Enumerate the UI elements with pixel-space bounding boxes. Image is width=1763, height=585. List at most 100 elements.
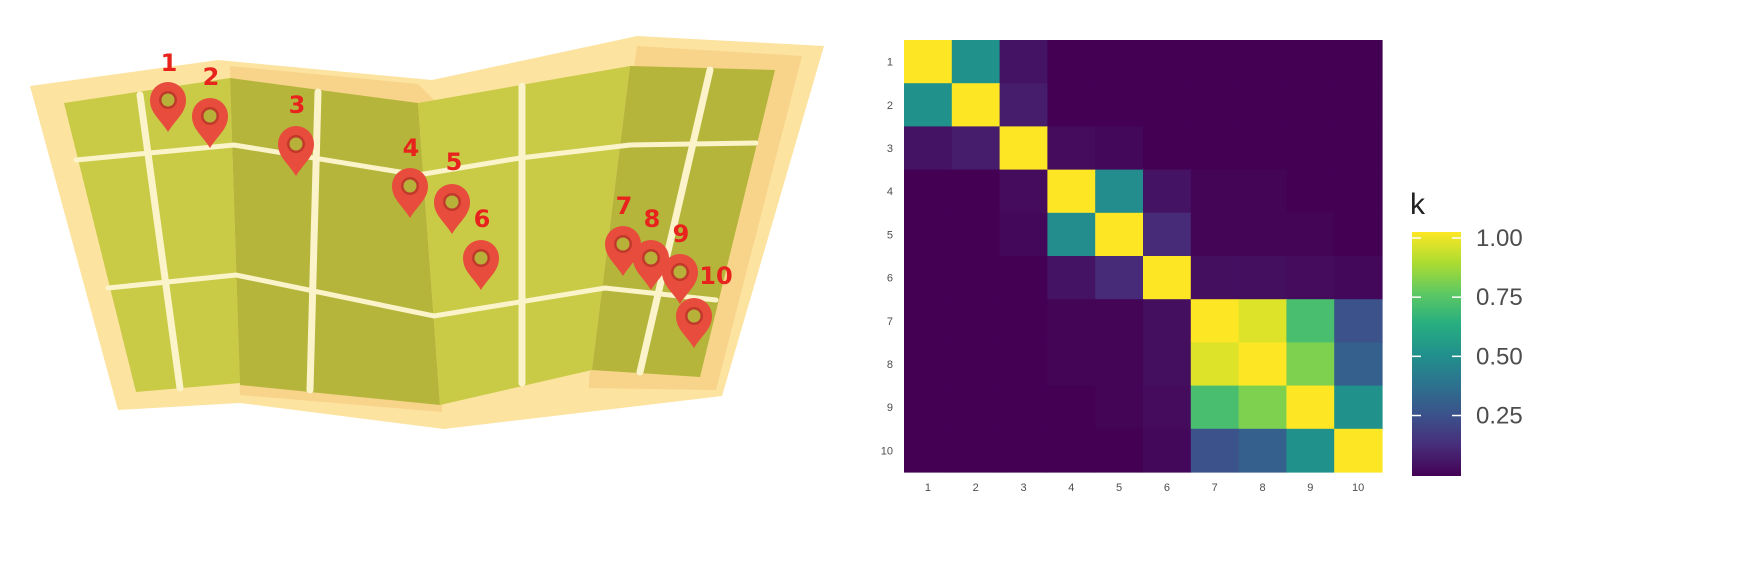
heatmap-cell [1095,385,1144,430]
heatmap-cell [904,342,953,387]
heatmap-cell [1143,299,1192,343]
map-marker-center [403,179,417,193]
heatmap-cell [999,385,1048,430]
heatmap-cell [1286,212,1335,257]
heatmap-cell [1143,126,1192,171]
heatmap-cell [951,212,1001,257]
map-pin-label: 5 [446,148,463,176]
map-marker-center [673,265,687,279]
map-pin-label: 1 [161,49,178,77]
heatmap-cell [1286,256,1335,300]
map-pin-label: 7 [616,192,633,220]
x-tick-label: 9 [1307,482,1313,494]
heatmap-cell [1190,83,1240,127]
map-pin-7[interactable]: 7 [605,192,641,276]
map-pin-1[interactable]: 1 [150,49,186,132]
map-panel-2 [230,78,440,405]
heatmap-cell [1238,126,1287,171]
heatmap-cells [904,40,1383,473]
heatmap-cell [1095,256,1144,300]
heatmap-cell [1047,126,1096,171]
heatmap-cell [904,428,953,473]
heatmap-cell [1047,299,1096,343]
y-tick-label: 4 [887,186,893,198]
heatmap-cell [1047,428,1096,473]
heatmap-cell [999,212,1048,257]
heatmap-cell [1238,83,1287,127]
legend-ticks: 1.00 0.75 0.50 0.25 [1412,225,1523,430]
heatmap-cell [904,212,953,257]
heatmap-cell [1095,428,1144,473]
legend-tick-label: 0.75 [1476,284,1523,311]
heatmap-cell [1190,40,1240,84]
map-pin-2[interactable]: 2 [192,63,228,148]
heatmap-cell [1190,256,1240,300]
heatmap-cell [1143,256,1192,300]
heatmap-cell [1190,212,1240,257]
heatmap-cell [1238,342,1287,387]
heatmap-cell [1334,256,1383,300]
heatmap-cell [1334,385,1383,430]
y-tick-label: 5 [887,229,893,241]
heatmap-cell [1334,212,1383,257]
heatmap-cell [999,83,1048,127]
heatmap-cell [1238,428,1287,473]
map-pin-3[interactable]: 3 [278,91,314,176]
heatmap-cell [1047,256,1096,300]
y-tick-label: 6 [887,273,893,285]
heatmap-cell [999,342,1048,387]
map-pin-label: 8 [644,205,661,233]
heatmap-cell [904,256,953,300]
map-pin-4[interactable]: 4 [392,134,428,218]
heatmap-cell [999,299,1048,343]
heatmap-cell [1095,126,1144,171]
legend-tick-label: 0.50 [1476,343,1523,370]
heatmap-cell [1334,126,1383,171]
heatmap-cell [1095,342,1144,387]
map-pin-9[interactable]: 9 [662,220,698,304]
map-pin-6[interactable]: 6 [463,205,499,290]
x-axis-ticks: 1 2 3 4 5 6 7 8 9 10 [925,482,1364,494]
heatmap-cell [1190,385,1240,430]
heatmap-cell [1047,83,1096,127]
y-tick-label: 7 [887,316,893,328]
heatmap-cell [1095,212,1144,257]
x-tick-label: 8 [1259,482,1265,494]
heatmap-cell [1286,83,1335,127]
heatmap-cell [1334,299,1383,343]
heatmap-cell [999,256,1048,300]
heatmap-cell [904,83,953,127]
heatmap-cell [999,126,1048,171]
y-tick-label: 3 [887,143,893,155]
map-pin-label: 4 [403,134,420,162]
heatmap-cell [1238,40,1287,84]
map-pin-5[interactable]: 5 [434,148,470,234]
map-pin-label: 3 [289,91,306,119]
heatmap-cell [1238,212,1287,257]
heatmap-cell [1286,342,1335,387]
heatmap-cell [951,299,1001,343]
heatmap-cell [1143,212,1192,257]
heatmap-cell [1238,256,1287,300]
x-tick-label: 6 [1164,482,1170,494]
heatmap-cell [951,256,1001,300]
heatmap-cell [1143,83,1192,127]
x-tick-label: 7 [1212,482,1218,494]
heatmap-cell [1095,83,1144,127]
map-marker-center [161,93,175,107]
x-tick-label: 10 [1352,482,1364,494]
heatmap-cell [1095,40,1144,84]
map-pin-10[interactable]: 10 [676,262,733,348]
map-marker-center [203,109,217,123]
heatmap-cell [951,40,1001,84]
map-pin-8[interactable]: 8 [633,205,669,290]
legend-tick-label: 1.00 [1476,225,1523,252]
map-marker-center [445,195,459,209]
heatmap-cell [951,83,1001,127]
heatmap-cell [1143,385,1192,430]
heatmap-cell [1334,83,1383,127]
y-tick-label: 9 [887,402,893,414]
heatmap-cell [904,169,953,214]
heatmap-cell [1190,342,1240,387]
heatmap-cell [1190,299,1240,343]
